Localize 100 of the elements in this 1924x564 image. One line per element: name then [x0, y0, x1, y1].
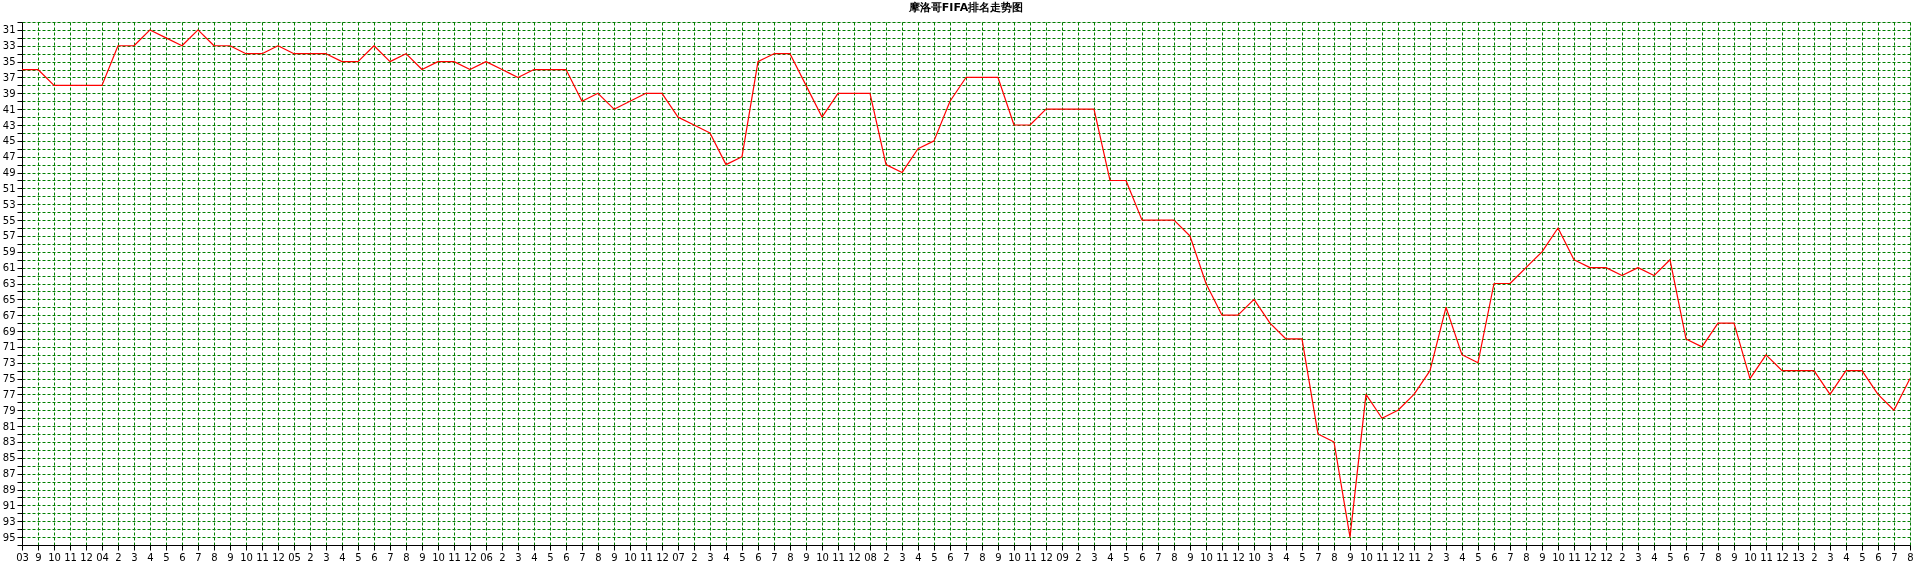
- x-tick-label: 7: [1891, 551, 1898, 563]
- x-tick-label: 3: [707, 551, 714, 563]
- x-tick-label: 5: [739, 551, 746, 563]
- x-tick-label: 3: [1443, 551, 1450, 563]
- line-series: [21, 29, 1911, 538]
- x-tick-label: 10: [1744, 551, 1757, 563]
- x-tick-label: 8: [1715, 551, 1722, 563]
- x-tick-label: 2: [1811, 551, 1818, 563]
- x-tick-label: 3: [131, 551, 138, 563]
- x-tick-label: 12: [1584, 551, 1597, 563]
- x-tick-label: 4: [915, 551, 922, 563]
- y-tick-label: 87: [2, 468, 16, 480]
- x-tick-label: 12: [1392, 551, 1405, 563]
- x-tick-label: 7: [963, 551, 970, 563]
- y-tick-label: 63: [2, 278, 16, 289]
- x-tick-label: 10: [1360, 551, 1373, 563]
- x-tick-label: 12: [1040, 551, 1053, 563]
- x-tick-label: 11: [832, 551, 845, 563]
- x-tick-label: 4: [147, 551, 154, 563]
- x-tick-label: 11: [1024, 551, 1037, 563]
- x-tick-label: 4: [1283, 551, 1290, 563]
- x-tick-label: 2: [883, 551, 890, 563]
- x-tick-label: 7: [1155, 551, 1162, 563]
- x-tick-label: 8: [1331, 551, 1338, 563]
- x-tick-label: 10: [1552, 551, 1565, 563]
- x-tick-label: 7: [579, 551, 586, 563]
- y-tick-label: 43: [2, 119, 16, 131]
- x-tick-label: 6: [1875, 551, 1882, 563]
- y-tick-label: 49: [2, 167, 16, 179]
- x-tick-label: 2: [1075, 551, 1082, 563]
- x-tick-label: 8: [979, 551, 986, 563]
- x-tick-label: 3: [1827, 551, 1834, 563]
- x-tick-label: 4: [1843, 551, 1850, 563]
- x-tick-label: 10: [240, 551, 253, 563]
- x-tick-label: 5: [163, 551, 170, 563]
- y-tick-label: 91: [2, 499, 16, 511]
- x-tick-label: 07: [672, 551, 685, 563]
- x-tick-label: 6: [947, 551, 954, 563]
- x-tick-label: 10: [432, 551, 445, 563]
- x-tick-label: 8: [787, 551, 794, 563]
- y-tick-label: 85: [2, 452, 16, 464]
- x-tick-label: 6: [1683, 551, 1690, 563]
- x-tick-label: 7: [1507, 551, 1514, 563]
- y-tick-label: 79: [2, 404, 16, 416]
- x-tick-label: 12: [80, 551, 93, 563]
- x-tick-label: 4: [1107, 551, 1114, 563]
- x-tick-label: 11: [1408, 551, 1421, 563]
- y-tick-label: 61: [2, 262, 16, 274]
- x-tick-label: 2: [1619, 551, 1626, 563]
- y-tick-label: 57: [2, 230, 16, 242]
- x-tick-label: 11: [448, 551, 461, 563]
- x-tick-label: 05: [288, 551, 301, 563]
- y-tick-label: 73: [2, 357, 16, 369]
- x-tick-label: 3: [515, 551, 522, 563]
- y-tick-label: 59: [2, 246, 16, 258]
- x-tick-label: 2: [115, 551, 122, 563]
- x-tick-label: 10: [624, 551, 637, 563]
- x-tick-label: 7: [771, 551, 778, 563]
- y-tick-label: 69: [2, 325, 16, 337]
- x-tick-label: 6: [563, 551, 570, 563]
- x-tick-label: 5: [1859, 551, 1866, 563]
- y-tick-label: 41: [2, 103, 16, 115]
- y-tick-label: 31: [2, 24, 16, 36]
- y-tick-label: 67: [2, 309, 16, 321]
- x-tick-label: 11: [256, 551, 269, 563]
- x-tick-label: 9: [227, 551, 234, 563]
- y-tick-label: 45: [2, 135, 16, 147]
- x-tick-label: 10: [816, 551, 829, 563]
- x-tick-label: 4: [339, 551, 346, 563]
- x-tick-label: 5: [931, 551, 938, 563]
- x-tick-label: 2: [691, 551, 698, 563]
- x-tick-label: 11: [640, 551, 653, 563]
- x-tick-label: 4: [1651, 551, 1658, 563]
- x-tick-label: 9: [1731, 551, 1738, 563]
- x-tick-label: 3: [1267, 551, 1274, 563]
- x-tick-label: 9: [995, 551, 1002, 563]
- y-tick-label: 35: [2, 56, 16, 68]
- x-tick-label: 8: [403, 551, 410, 563]
- x-tick-label: 6: [371, 551, 378, 563]
- x-tick-label: 8: [1907, 551, 1914, 563]
- x-tick-label: 9: [611, 551, 618, 563]
- x-tick-label: 12: [1232, 551, 1245, 563]
- x-tick-label: 7: [195, 551, 202, 563]
- x-tick-label: 2: [1427, 551, 1434, 563]
- y-tick-label: 55: [2, 214, 16, 226]
- x-tick-label: 12: [1600, 551, 1613, 563]
- x-tick-label: 9: [1347, 551, 1354, 563]
- x-tick-label: 4: [531, 551, 538, 563]
- x-tick-label: 12: [848, 551, 861, 563]
- y-tick-label: 75: [2, 373, 16, 385]
- y-tick-label: 39: [2, 87, 16, 99]
- x-tick-label: 8: [595, 551, 602, 563]
- x-tick-label: 7: [1699, 551, 1706, 563]
- y-tick-label: 33: [2, 40, 16, 52]
- x-tick-label: 03: [16, 551, 29, 563]
- y-tick-label: 51: [2, 182, 16, 194]
- x-tick-label: 8: [1523, 551, 1530, 563]
- x-tick-label: 9: [803, 551, 810, 563]
- y-tick-label: 65: [2, 293, 16, 305]
- x-tick-label: 09: [1056, 551, 1069, 563]
